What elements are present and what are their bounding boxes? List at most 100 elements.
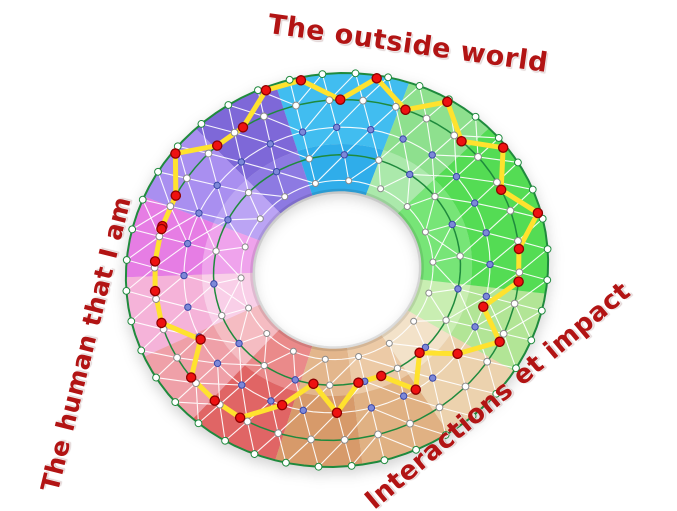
node — [230, 128, 239, 137]
red-node — [497, 142, 509, 153]
node — [281, 193, 289, 201]
red-node — [456, 135, 467, 147]
node — [403, 203, 411, 211]
node — [367, 404, 376, 412]
node — [415, 82, 424, 90]
red-node — [295, 75, 307, 86]
red-node — [513, 243, 525, 255]
node — [318, 70, 327, 79]
node — [359, 96, 367, 105]
red-node — [260, 84, 272, 96]
node — [493, 178, 501, 187]
node — [238, 381, 246, 389]
node — [377, 185, 385, 193]
sector-pale-green-inner — [407, 279, 471, 335]
red-node — [513, 276, 524, 287]
sector-cyan-outer — [275, 72, 410, 151]
node — [347, 461, 356, 470]
sector-magenta-outer — [125, 196, 214, 278]
node — [454, 285, 462, 293]
node — [166, 202, 175, 211]
node — [421, 228, 429, 236]
red-node — [170, 190, 182, 201]
sector-light-tan-inner — [381, 310, 451, 375]
node — [127, 317, 136, 326]
sector-salmon-pink-inner — [213, 304, 280, 366]
node — [367, 125, 375, 134]
node — [441, 431, 450, 439]
node — [355, 353, 363, 361]
red-node — [442, 96, 453, 108]
node — [384, 73, 393, 82]
node — [212, 247, 220, 255]
node — [527, 336, 536, 345]
node — [429, 258, 437, 266]
node — [380, 456, 389, 465]
node — [210, 280, 218, 288]
red-node — [410, 384, 422, 395]
red-node — [195, 334, 206, 345]
node — [311, 179, 319, 187]
red-node — [495, 184, 507, 196]
node — [326, 381, 334, 389]
red-node — [276, 399, 288, 411]
node — [243, 417, 252, 426]
node — [152, 373, 160, 382]
node — [281, 458, 290, 467]
node — [260, 112, 268, 121]
node — [237, 274, 245, 282]
node — [184, 303, 192, 311]
node — [272, 168, 281, 176]
red-node — [414, 347, 425, 359]
node — [450, 131, 459, 140]
red-node — [371, 73, 382, 84]
node — [510, 299, 519, 308]
node — [122, 286, 131, 295]
node — [122, 256, 131, 264]
red-node — [478, 301, 489, 312]
node — [195, 209, 203, 217]
node — [224, 216, 232, 224]
node — [385, 339, 393, 347]
node — [204, 149, 213, 158]
node — [182, 174, 191, 183]
red-node — [308, 378, 319, 390]
node — [213, 181, 221, 190]
red-node — [211, 140, 223, 151]
node — [289, 347, 297, 355]
red-node — [156, 317, 167, 329]
node — [332, 123, 341, 132]
node — [340, 436, 349, 444]
node — [456, 252, 464, 260]
node — [128, 225, 137, 234]
node — [291, 376, 299, 384]
red-node — [494, 336, 505, 348]
node — [267, 397, 275, 405]
white-ring — [240, 179, 434, 361]
node — [482, 229, 490, 237]
node — [235, 339, 243, 348]
node — [194, 419, 203, 428]
mesh-lines — [126, 72, 548, 468]
node — [340, 151, 348, 159]
node — [305, 155, 313, 163]
red-node — [532, 207, 544, 219]
sector-light-pink-outer — [125, 274, 214, 357]
node — [197, 119, 206, 128]
red-node — [170, 148, 181, 159]
node — [224, 101, 233, 109]
node — [138, 195, 147, 204]
node — [483, 357, 492, 366]
node — [528, 185, 537, 194]
sector-light-green-inner — [365, 150, 435, 214]
node — [452, 172, 461, 181]
yellow-path — [152, 75, 541, 421]
red-node — [237, 122, 249, 133]
red-node — [149, 256, 161, 267]
node — [410, 317, 418, 325]
node — [221, 436, 229, 445]
node — [374, 430, 382, 439]
node — [299, 406, 307, 415]
